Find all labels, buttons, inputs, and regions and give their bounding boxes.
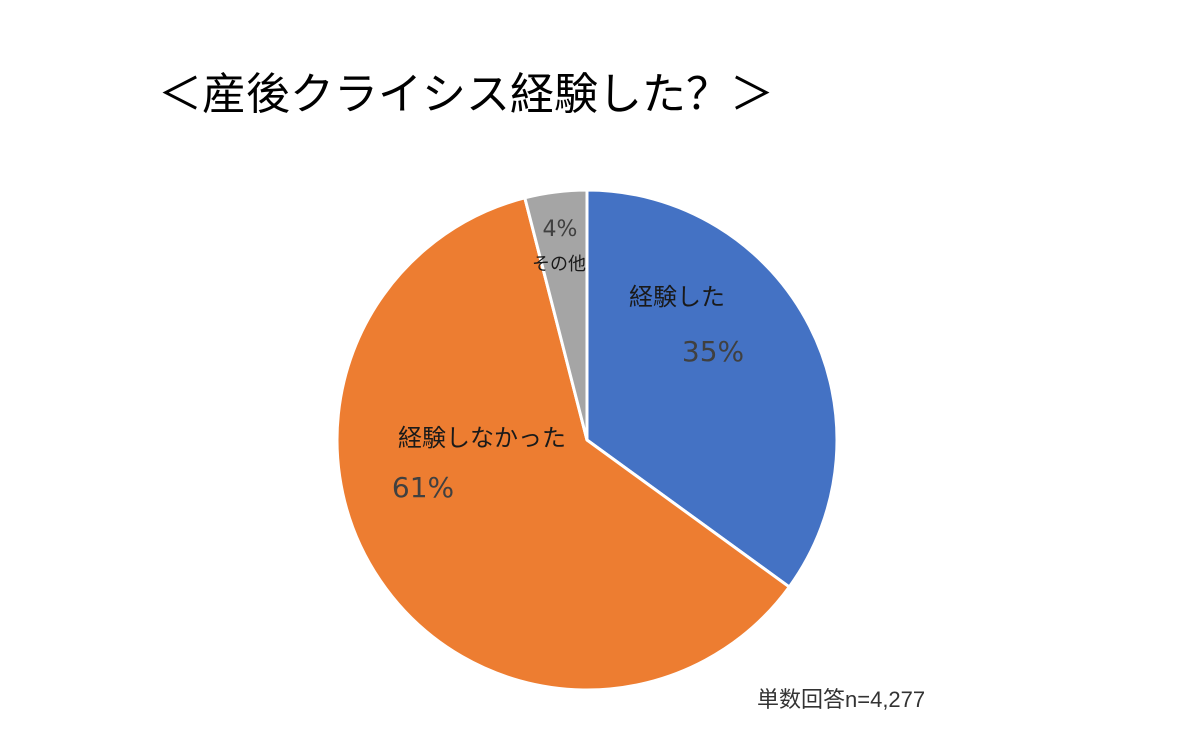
slice-percent-label: 4% <box>543 217 578 242</box>
pie-slices <box>335 188 839 692</box>
slice-percent-label: 35% <box>682 335 744 368</box>
slice-percent-label: 61% <box>392 471 454 504</box>
pie-slice-2 <box>335 196 791 692</box>
pie-labels: 経験した 35% 経験しなかった 61% その他 4% <box>392 217 744 504</box>
slice-category-label: 経験しなかった <box>398 424 566 452</box>
pie-slice-1 <box>585 188 839 589</box>
chart-title: ＜産後クライシス経験した？＞ <box>158 69 774 120</box>
slice-category-label: 経験した <box>629 283 725 311</box>
pie-slice-3 <box>523 188 589 442</box>
sample-size-note: 単数回答n=4,277 <box>757 687 926 712</box>
slice-category-label: その他 <box>532 254 586 275</box>
